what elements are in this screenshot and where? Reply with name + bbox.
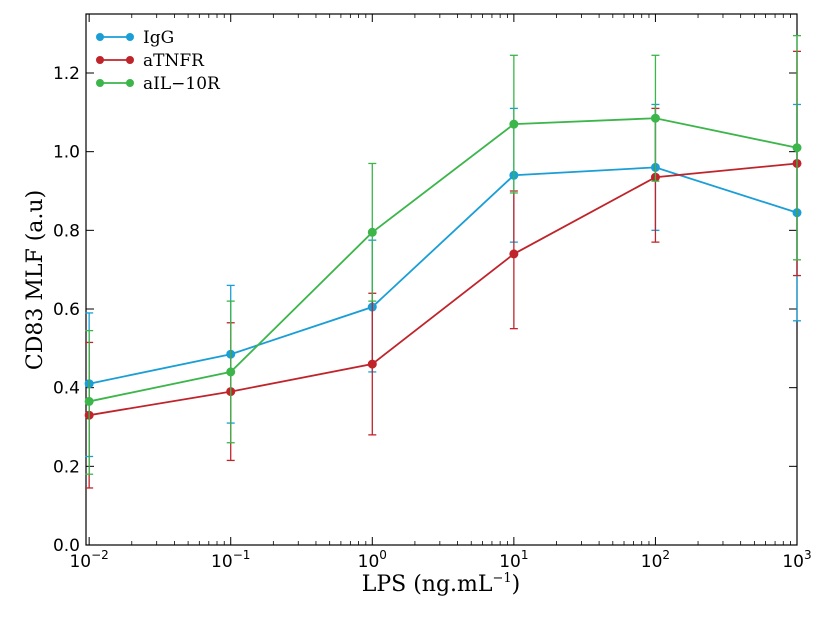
y-tick-label: 0.4 [53,379,80,399]
series-layer [84,34,802,489]
data-point [367,359,377,369]
series-2 [84,34,802,475]
plot-area [85,13,798,546]
data-point [650,113,660,123]
legend-marker [96,56,104,64]
x-tick-label: 102 [641,548,670,572]
y-tick-label: 0.6 [53,300,80,320]
data-point [509,119,519,129]
legend-entry: aIL−10R [96,74,221,94]
legend-marker [96,33,104,41]
y-tick-label: 1.2 [53,64,80,84]
legend-marker [96,79,104,87]
x-tick-label: 10−1 [211,548,250,572]
legend-marker [126,33,134,41]
x-tick-labels: 10−2 10−1 100 101 102 103 [69,548,811,572]
x-tick-label: 101 [499,548,528,572]
legend-marker [126,79,134,87]
legend-marker [126,56,134,64]
series-line [88,117,798,403]
data-point [226,367,236,377]
legend-label: aTNFR [143,51,205,71]
y-tick-label: 0.2 [53,457,80,477]
legend-label: IgG [143,28,174,48]
series-line [89,162,798,417]
x-axis-title-end: ) [512,572,521,597]
y-tick-label: 0.8 [53,221,80,241]
axis-ticks [86,14,798,546]
legend-entry: aTNFR [96,51,205,71]
x-tick-label: 10−2 [69,548,108,572]
data-point [509,249,519,259]
x-tick-label: 103 [782,548,811,572]
data-point [792,143,802,153]
x-axis-title-sup: −1 [493,571,512,586]
data-point [367,227,377,237]
y-tick-label: 1.0 [53,143,80,163]
x-axis-title-base: LPS (ng.mL [362,572,493,597]
y-axis-title: CD83 MLF (a.u) [23,190,48,370]
legend: IgG aTNFR aIL−10R [96,28,221,94]
legend-entry: IgG [96,28,174,48]
legend-label: aIL−10R [143,74,221,94]
x-axis-title: LPS (ng.mL−1) [362,571,521,597]
x-tick-label: 100 [358,548,387,572]
y-tick-label: 0.0 [53,536,80,556]
y-tick-labels: 0.0 0.2 0.4 0.6 0.8 1.0 1.2 [53,64,80,556]
data-point [84,396,94,406]
